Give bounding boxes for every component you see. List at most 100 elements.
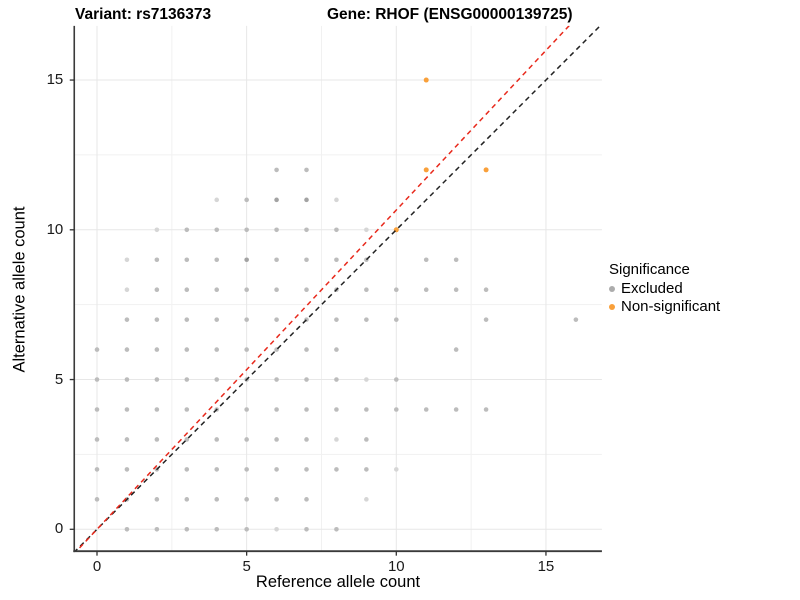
excluded-point <box>364 377 369 382</box>
excluded-point <box>214 227 220 233</box>
excluded-point <box>184 317 190 322</box>
excluded-point <box>154 377 160 382</box>
excluded-point <box>214 257 220 263</box>
excluded-point <box>364 227 369 233</box>
excluded-point <box>154 407 160 412</box>
excluded-point <box>364 287 369 293</box>
excluded-point <box>244 407 249 412</box>
excluded-point <box>244 317 249 322</box>
excluded-point <box>394 377 399 382</box>
excluded-point <box>334 527 339 532</box>
excluded-point <box>274 227 279 233</box>
excluded-point <box>244 467 249 472</box>
legend-item-label: Non-significant <box>621 298 721 315</box>
x-tick-label: 0 <box>92 558 102 576</box>
excluded-point <box>364 467 369 472</box>
excluded-point <box>274 317 279 322</box>
excluded-point <box>124 407 130 412</box>
excluded-point <box>184 407 190 412</box>
excluded-point <box>483 287 489 293</box>
excluded-point <box>184 287 190 293</box>
legend-item-label: Excluded <box>621 280 683 297</box>
excluded-point <box>184 527 190 532</box>
excluded-point <box>214 437 220 442</box>
excluded-point <box>394 287 399 293</box>
excluded-point <box>453 407 459 412</box>
excluded-point <box>304 527 309 532</box>
non-significant-point <box>483 167 489 173</box>
excluded-point <box>304 257 309 263</box>
excluded-point <box>304 377 309 382</box>
excluded-point <box>244 257 249 263</box>
excluded-point <box>304 437 309 442</box>
y-tick-label: 10 <box>46 220 64 238</box>
excluded-point <box>184 437 190 442</box>
excluded-point <box>304 167 309 173</box>
excluded-point <box>274 287 279 293</box>
excluded-point <box>154 317 160 322</box>
excluded-point <box>334 437 339 442</box>
excluded-point <box>274 497 279 502</box>
excluded-point <box>124 377 130 382</box>
excluded-point <box>154 257 160 263</box>
excluded-point <box>244 497 249 502</box>
excluded-point <box>364 497 369 502</box>
excluded-point <box>94 497 100 502</box>
excluded-point <box>154 497 160 502</box>
excluded-point <box>214 197 220 203</box>
excluded-point <box>124 317 130 322</box>
excluded-point <box>214 347 220 352</box>
excluded-point <box>244 347 249 352</box>
excluded-point <box>184 497 190 502</box>
excluded-point <box>244 197 249 203</box>
excluded-point <box>334 407 339 412</box>
excluded-point <box>304 197 309 203</box>
excluded-point <box>453 347 459 352</box>
excluded-point <box>483 317 489 322</box>
excluded-point <box>94 377 100 382</box>
excluded-point <box>94 467 100 472</box>
excluded-point <box>124 527 130 532</box>
non-significant-key-dot-icon <box>609 303 615 310</box>
excluded-point <box>423 407 429 412</box>
excluded-point <box>214 377 220 382</box>
excluded-point <box>364 437 369 442</box>
y-tick-label: 0 <box>54 520 64 538</box>
excluded-point <box>274 527 279 532</box>
excluded-point <box>244 227 249 233</box>
excluded-point <box>94 407 100 412</box>
excluded-point <box>154 437 160 442</box>
excluded-point <box>274 257 279 263</box>
excluded-point <box>334 227 339 233</box>
legend-title: Significance <box>609 261 690 278</box>
legend-item-non-significant: Non-significant <box>609 298 720 315</box>
excluded-point <box>304 467 309 472</box>
x-tick-label: 10 <box>387 558 405 576</box>
y-tick-label: 5 <box>54 370 64 388</box>
x-axis-title: Reference allele count <box>255 573 421 591</box>
excluded-point <box>214 467 220 472</box>
excluded-point <box>244 527 249 532</box>
excluded-point <box>304 227 309 233</box>
excluded-point <box>394 317 399 322</box>
excluded-point <box>453 257 459 263</box>
excluded-point <box>124 257 130 263</box>
excluded-point <box>274 467 279 472</box>
excluded-point <box>154 347 160 352</box>
excluded-point <box>184 377 190 382</box>
excluded-point <box>334 377 339 382</box>
excluded-point <box>154 287 160 293</box>
excluded-point <box>423 257 429 263</box>
excluded-point <box>453 287 459 293</box>
excluded-point <box>124 467 130 472</box>
excluded-point <box>184 467 190 472</box>
excluded-point <box>364 317 369 322</box>
identity-line <box>74 25 602 552</box>
excluded-point <box>94 347 100 352</box>
excluded-point <box>124 287 130 293</box>
excluded-point <box>184 347 190 352</box>
excluded-point <box>214 497 220 502</box>
excluded-point <box>573 317 579 322</box>
